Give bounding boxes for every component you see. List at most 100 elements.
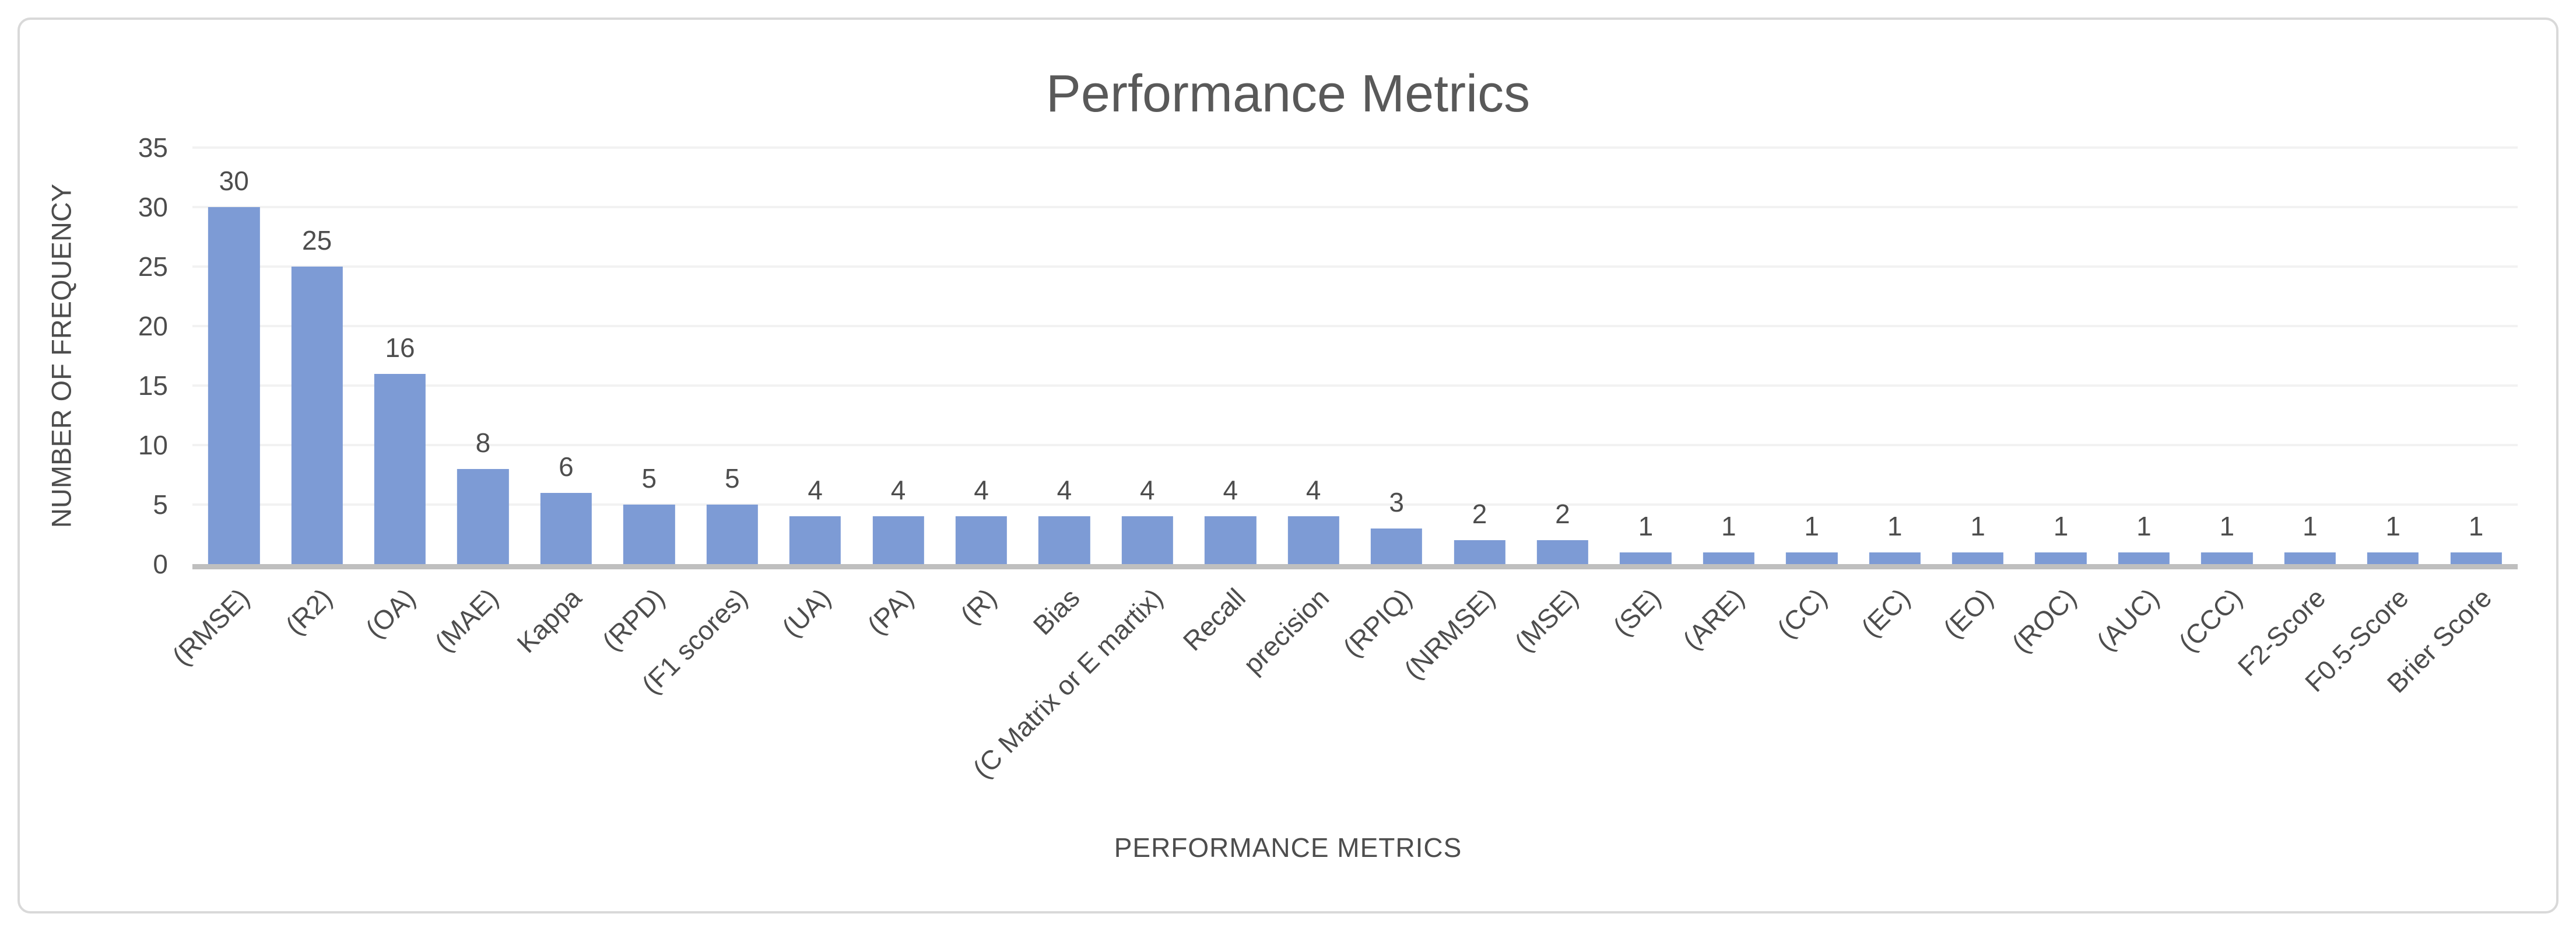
bar-slot: 4 (R) xyxy=(940,148,1023,630)
bar-value-label: 1 xyxy=(1638,510,1654,541)
bars-container: 30 (RMSE) 25 (R2) 16 (OA) 8 (MAE) 6 Kappa 5 (RPD) 5(… xyxy=(166,148,2518,784)
y-tick-label: 25 xyxy=(138,251,168,282)
bar-value-label: 5 xyxy=(641,463,657,494)
x-tick-label: precision xyxy=(1237,582,1335,680)
bar-slot: 8 (MAE) xyxy=(429,148,524,657)
x-tick-label: (RPIQ) xyxy=(1337,582,1418,663)
bar xyxy=(540,492,592,564)
bar xyxy=(1536,540,1589,564)
bar xyxy=(872,516,924,564)
bar-slot: 1 F0.5-Score xyxy=(2299,148,2434,698)
bar-value-label: 1 xyxy=(2136,510,2152,541)
gridline xyxy=(192,325,2518,327)
y-tick-label: 10 xyxy=(138,430,168,460)
bar-value-label: 1 xyxy=(2302,510,2318,541)
bar-slot: 1 (CC) xyxy=(1770,148,1853,644)
x-tick-label: (R2) xyxy=(279,582,338,641)
bar-value-label: 1 xyxy=(1721,510,1736,541)
bar xyxy=(1786,552,1838,564)
gridline xyxy=(192,444,2518,446)
bar xyxy=(457,468,509,564)
bar-value-label: 4 xyxy=(890,475,906,506)
x-tick-label: (UA) xyxy=(775,582,837,643)
bar xyxy=(2201,552,2253,564)
bar xyxy=(706,505,758,564)
bar-slot: 4 Bias xyxy=(1023,148,1105,640)
bar-value-label: 1 xyxy=(2385,510,2400,541)
bar-value-label: 6 xyxy=(559,451,574,482)
chart-title: Performance Metrics xyxy=(1045,65,1531,123)
bar-value-label: 4 xyxy=(1140,475,1155,506)
bar-slot: 1 (EC) xyxy=(1853,148,1936,643)
x-axis-line xyxy=(192,564,2518,569)
bar-slot: 30 (RMSE) xyxy=(166,148,275,671)
x-tick-label: (SE) xyxy=(1607,582,1667,642)
bar-slot: 4 Recall xyxy=(1177,148,1272,656)
bar-value-label: 1 xyxy=(1887,510,1903,541)
bar-slot: 16 (OA) xyxy=(359,148,441,644)
bar-value-label: 4 xyxy=(1305,475,1321,506)
bar-slot: 1 (CCC) xyxy=(2173,148,2268,657)
bar-value-label: 16 xyxy=(385,332,415,363)
bar xyxy=(1703,552,1754,564)
bar xyxy=(208,207,260,564)
y-tick-label: 0 xyxy=(153,549,168,579)
bar-value-label: 2 xyxy=(1555,499,1570,530)
x-tick-label: (MSE) xyxy=(1508,582,1584,658)
x-tick-label: Recall xyxy=(1177,582,1252,657)
bar xyxy=(2367,552,2419,564)
bar-slot: 1 (EO) xyxy=(1936,148,2019,644)
chart-card: Performance Metrics NUMBER OF FREQUENCY … xyxy=(17,18,2559,914)
x-tick-label: Bias xyxy=(1027,582,1086,641)
bar-slot: 3 (RPIQ) xyxy=(1337,148,1438,663)
gridline xyxy=(192,146,2518,149)
bar xyxy=(291,267,343,564)
bar-slot: 1 (SE) xyxy=(1604,148,1687,642)
gridline xyxy=(192,265,2518,268)
bar xyxy=(789,516,841,564)
plot-area: NUMBER OF FREQUENCY 30 (RMSE) 25 (R2) 16 (OA)… xyxy=(46,134,2518,784)
bar-value-label: 1 xyxy=(2053,510,2069,541)
bar xyxy=(1869,552,1921,564)
x-tick-label: (CC) xyxy=(1771,582,1833,644)
bar-slot: 2 (MSE) xyxy=(1508,148,1604,657)
bar-slot: 6 Kappa xyxy=(511,148,608,659)
x-tick-label: (ROC) xyxy=(2005,582,2082,659)
bar-value-label: 1 xyxy=(2219,510,2235,541)
bar xyxy=(2118,552,2170,564)
gridline xyxy=(192,384,2518,387)
bar-slot: 1 (ROC) xyxy=(2006,148,2102,659)
bar xyxy=(623,505,675,564)
bar xyxy=(1287,516,1339,564)
bar xyxy=(1370,528,1423,564)
x-tick-label: (RPD) xyxy=(596,582,671,657)
y-tick-label: 30 xyxy=(138,192,168,222)
bar-slot: 4 (UA) xyxy=(774,148,857,643)
bar xyxy=(2035,552,2087,564)
bar xyxy=(1952,552,2004,564)
bar-value-label: 8 xyxy=(475,427,491,458)
bar-slot: 4 (C Matrix or E martix) xyxy=(967,148,1189,784)
gridline xyxy=(192,503,2518,506)
x-tick-label: (R) xyxy=(954,582,1003,631)
bar xyxy=(1121,516,1173,564)
x-tick-label: (EC) xyxy=(1855,582,1916,643)
bar-value-label: 4 xyxy=(1223,475,1238,506)
bar xyxy=(955,516,1008,564)
bar xyxy=(374,373,426,564)
x-tick-label: (CCC) xyxy=(2173,582,2248,658)
bar-value-label: 4 xyxy=(1057,475,1072,506)
bar-value-label: 30 xyxy=(219,166,249,196)
y-tick-label: 15 xyxy=(138,370,168,401)
y-tick-label: 20 xyxy=(138,311,168,341)
bar xyxy=(1454,540,1505,564)
bar xyxy=(2284,552,2336,564)
bar xyxy=(1620,552,1672,564)
bar-value-label: 1 xyxy=(1970,510,1985,541)
y-tick-label: 5 xyxy=(153,489,168,520)
x-tick-label: (OA) xyxy=(359,582,422,644)
x-tick-label: (AUC) xyxy=(2090,582,2165,657)
bar-slot: 4 (PA) xyxy=(857,148,939,640)
bar-slot: 1 Brier Score xyxy=(2381,148,2517,699)
x-tick-label: (ARE) xyxy=(1676,582,1750,656)
